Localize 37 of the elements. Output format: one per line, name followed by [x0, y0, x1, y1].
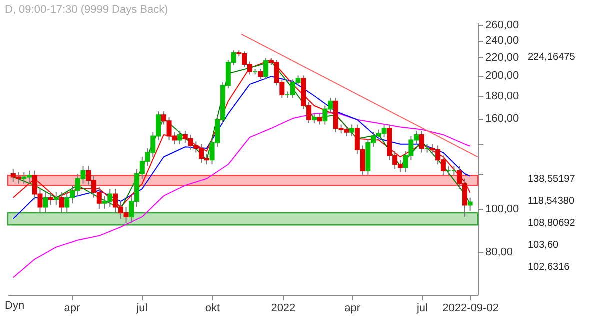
line-series [12, 76, 471, 220]
x-tick-label: apr [64, 302, 81, 314]
text: 138,55197 [528, 174, 576, 185]
candlestick [317, 113, 322, 126]
line-series [12, 112, 471, 278]
y-tick-label: 100,00 [486, 204, 520, 216]
candlestick [178, 130, 183, 145]
candlestick [312, 113, 317, 124]
candlestick [419, 130, 424, 154]
candlestick [258, 68, 264, 80]
text: 224,16475 [528, 52, 576, 63]
text: 103,60 [528, 240, 560, 251]
x-tick-label: jul [416, 302, 428, 314]
candlestick [350, 124, 355, 137]
y-tick-label: 180,00 [486, 90, 520, 102]
text: Dyn [5, 300, 25, 312]
chart-title: D, 09:00-17:30 (9999 Days Back) [5, 4, 168, 16]
y-tick-label: 80,00 [486, 246, 514, 259]
y-tick-label: 220,00 [486, 52, 520, 64]
y-tick-label: 160,00 [486, 113, 520, 126]
candlestick [54, 192, 59, 206]
candlestick [264, 58, 269, 80]
y-tick-label: 240,00 [486, 35, 520, 48]
candlestick [59, 192, 64, 214]
candlestick [48, 192, 54, 206]
candlestick [468, 197, 473, 212]
candlestick [43, 192, 48, 214]
x-tick-label: 2022 [271, 302, 296, 314]
y-tick-label: 260,00 [486, 20, 520, 32]
text: 102,6316 [528, 262, 570, 273]
x-tick-label: 2022-09-02 [442, 302, 499, 314]
text: 118,54380 [528, 196, 575, 207]
x-tick-label: jul [136, 302, 148, 314]
x-tick-label: okt [205, 302, 220, 314]
y-tick-label: 200,00 [486, 70, 520, 82]
text: 108,80692 [528, 218, 576, 229]
x-tick-label: apr [344, 302, 361, 314]
